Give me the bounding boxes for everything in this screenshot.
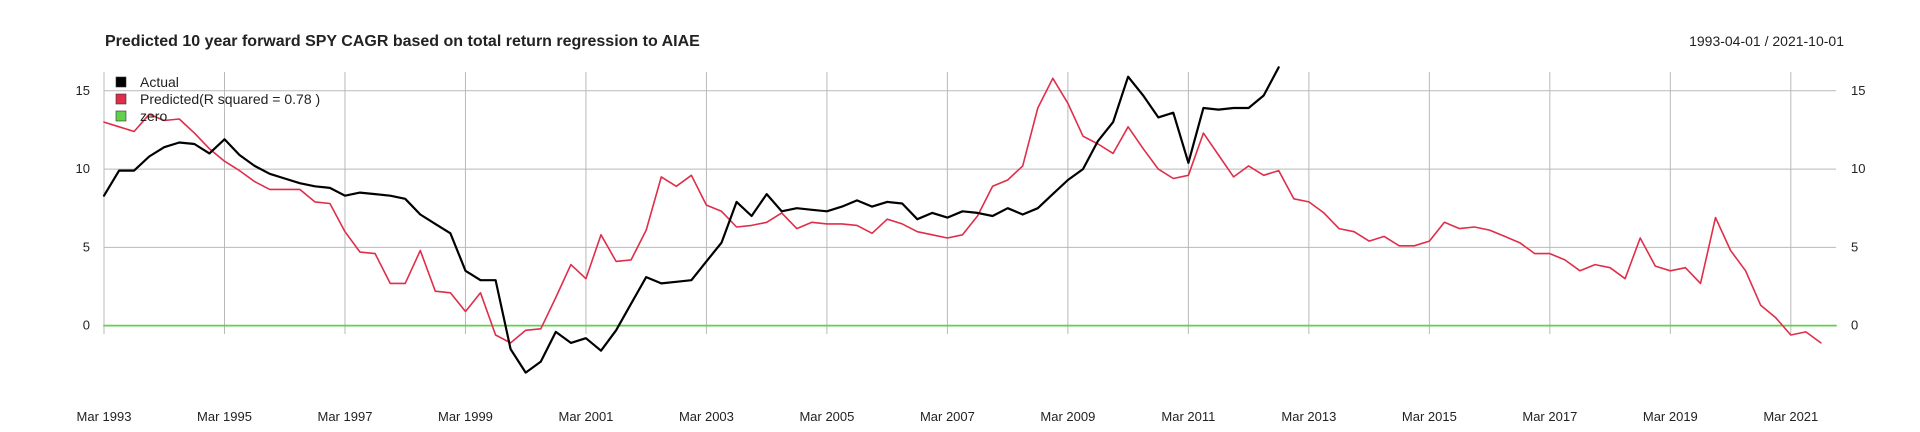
x-tick-label: Mar 2003 — [679, 409, 734, 424]
x-tick-label: Mar 2015 — [1402, 409, 1457, 424]
x-tick-label: Mar 1997 — [318, 409, 373, 424]
x-tick-label: Mar 2005 — [799, 409, 854, 424]
y-tick-label-left: 0 — [83, 318, 90, 333]
y-tick-label-left: 15 — [76, 83, 90, 98]
legend-label-actual: Actual — [140, 74, 179, 90]
x-tick-label: Mar 1995 — [197, 409, 252, 424]
x-tick-label: Mar 2019 — [1643, 409, 1698, 424]
y-tick-label-left: 10 — [76, 161, 90, 176]
y-tick-label-right: 15 — [1851, 83, 1865, 98]
y-axis-right: 0 5 10 15 — [1851, 83, 1865, 333]
legend-swatch-zero — [115, 110, 127, 122]
date-range-label: 1993-04-01 / 2021-10-01 — [1689, 33, 1844, 49]
x-tick-label: Mar 2013 — [1281, 409, 1336, 424]
x-tick-label: Mar 1999 — [438, 409, 493, 424]
chart-title: Predicted 10 year forward SPY CAGR based… — [105, 33, 700, 50]
x-tick-label: Mar 2001 — [558, 409, 613, 424]
x-tick-label: Mar 2017 — [1522, 409, 1577, 424]
y-axis-left: 0 5 10 15 — [76, 83, 90, 333]
x-tick-label: Mar 2007 — [920, 409, 975, 424]
y-tick-label-right: 5 — [1851, 239, 1858, 254]
series-line-actual — [102, 66, 1280, 374]
y-tick-label-right: 0 — [1851, 318, 1858, 333]
y-tick-label-left: 5 — [83, 239, 90, 254]
x-tick-label: Mar 2011 — [1161, 409, 1215, 424]
legend-label-zero: zero — [140, 108, 167, 124]
legend-swatch-predicted-r-squared-0-78 — [115, 93, 127, 105]
x-tick-label: Mar 2009 — [1040, 409, 1095, 424]
legend-label-predicted-r-squared-0-78: Predicted(R squared = 0.78 ) — [140, 91, 320, 107]
y-tick-label-right: 10 — [1851, 161, 1865, 176]
grid — [103, 72, 1836, 334]
series-line-predicted-r-squared-0-78 — [103, 77, 1822, 344]
x-tick-label: Mar 1993 — [77, 409, 132, 424]
series-group — [102, 66, 1837, 374]
legend-swatch-actual — [115, 76, 127, 88]
x-tick-label: Mar 2021 — [1763, 409, 1818, 424]
x-axis: Mar 1993 Mar 1995 Mar 1997 Mar 1999 Mar 2001… — [77, 409, 1819, 424]
